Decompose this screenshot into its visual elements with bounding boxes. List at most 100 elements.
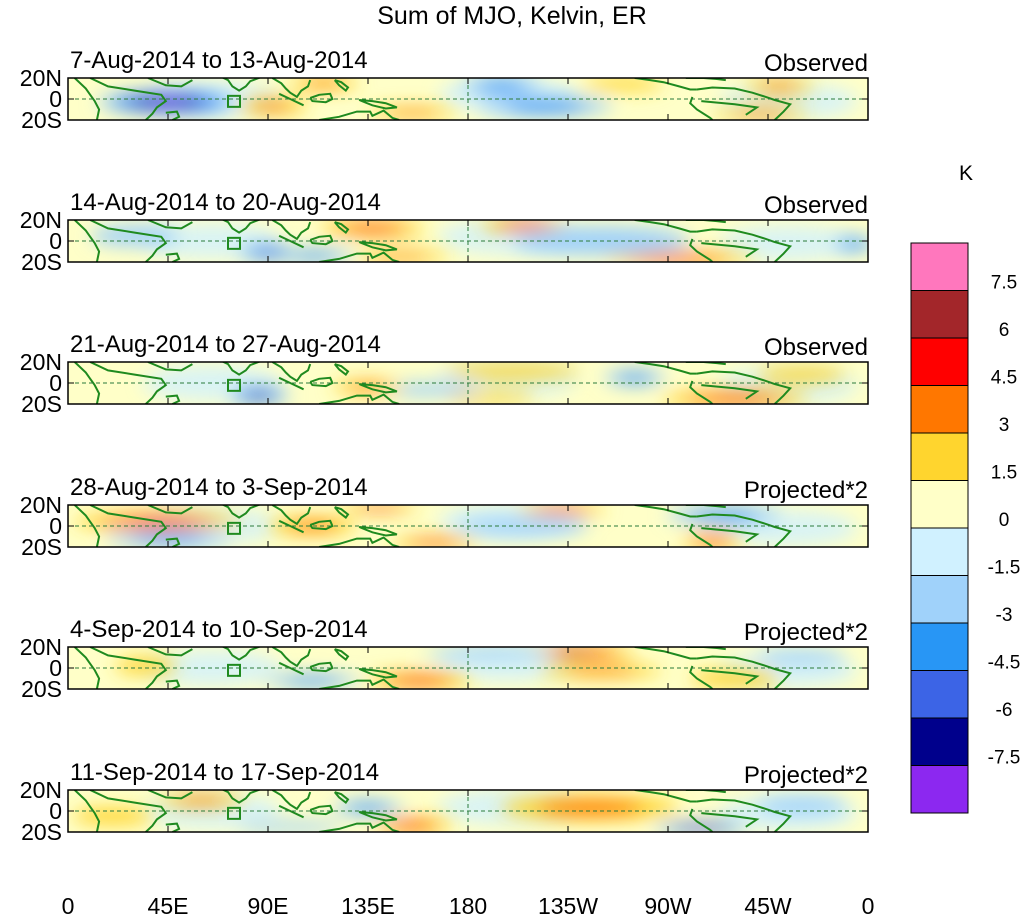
- coastline: [701, 100, 760, 116]
- coastline: [147, 790, 193, 800]
- y-tick-label: 0: [49, 86, 62, 112]
- coastline: [701, 669, 760, 685]
- coastline: [689, 96, 714, 120]
- colorbar-swatch: [910, 575, 969, 624]
- anomaly-blob: [583, 78, 664, 91]
- anomaly-blob: [114, 657, 177, 675]
- panel-date-range: 11-Sep-2014 to 17-Sep-2014: [70, 759, 379, 786]
- panel-status: Projected*2: [744, 619, 868, 646]
- x-axis: 0 45E 90E 135E 180 135W 90W 45W 0: [62, 893, 875, 919]
- coastline: [309, 804, 334, 816]
- x-tick-label: 45W: [744, 893, 792, 919]
- coastline: [689, 523, 714, 547]
- anomaly-blob: [285, 251, 340, 260]
- panel-date-range: 7-Aug-2014 to 13-Aug-2014: [70, 47, 368, 74]
- coastline: [318, 393, 400, 404]
- colorbar-swatch: [910, 290, 969, 339]
- anomaly-blob: [395, 822, 430, 829]
- panel-status: Observed: [764, 192, 868, 219]
- coastline: [358, 99, 398, 110]
- anomaly-blob: [505, 100, 586, 113]
- colorbar-level-label: -3: [996, 605, 1013, 626]
- anomaly-blob: [445, 364, 580, 379]
- anomaly-blob: [756, 797, 846, 815]
- coastline: [89, 647, 168, 689]
- coastline: [271, 362, 312, 383]
- x-tick-label: 45E: [148, 893, 189, 919]
- colorbar-swatch: [910, 527, 969, 576]
- coastline: [147, 78, 193, 88]
- anomaly-blob: [756, 651, 846, 664]
- coastline: [696, 513, 793, 547]
- colorbar-swatch: [910, 670, 969, 719]
- anomaly-blob: [415, 540, 454, 546]
- anomaly-blob: [148, 99, 188, 106]
- anomaly-blob: [302, 79, 345, 88]
- coastline: [689, 665, 714, 689]
- coastline: [74, 647, 101, 689]
- y-tick-label: 20N: [20, 777, 62, 803]
- coastline: [271, 78, 312, 99]
- coastline: [74, 220, 101, 262]
- anomaly-blob: [423, 648, 557, 659]
- coastline: [89, 790, 168, 832]
- coastline: [318, 536, 400, 547]
- anomaly-blob: [396, 677, 442, 684]
- colorbar-level-label: -1.5: [988, 558, 1021, 579]
- region-box: [227, 236, 241, 250]
- coastline: [74, 78, 101, 120]
- coastline: [634, 78, 697, 91]
- coastline: [271, 220, 312, 241]
- coastline: [318, 821, 400, 832]
- anomaly-blob: [385, 109, 440, 116]
- coastline: [689, 380, 714, 404]
- coastline: [333, 79, 350, 93]
- anomaly-blob: [254, 249, 282, 256]
- y-tick-label: 20N: [20, 65, 62, 91]
- map-field: [68, 505, 868, 547]
- map-field: [68, 78, 868, 120]
- coastline: [165, 252, 181, 262]
- region-box: [227, 94, 241, 108]
- y-tick-label: 20S: [21, 107, 62, 133]
- coastline: [147, 647, 193, 657]
- anomaly-blob: [346, 803, 390, 813]
- x-tick-label: 90E: [248, 893, 289, 919]
- coastline: [271, 505, 312, 526]
- coastline: [318, 678, 400, 689]
- colorbar: K 7.5 6 4.5 3 1.5 0 -1.5 -3 -4.5 -6 -7.5: [910, 162, 1021, 814]
- colorbar-swatch: [910, 432, 969, 481]
- coastline: [221, 220, 262, 234]
- coastline: [689, 238, 714, 262]
- coastline: [333, 221, 350, 235]
- y-tick-label: 20S: [21, 819, 62, 845]
- coastline: [309, 92, 334, 104]
- coastline: [165, 679, 181, 689]
- colorbar-level-label: 0: [999, 510, 1010, 531]
- coastline: [165, 394, 181, 404]
- coastline: [89, 220, 168, 262]
- coastline: [271, 647, 312, 668]
- coastline: [89, 505, 168, 547]
- coastline: [701, 527, 760, 543]
- x-tick-label: 0: [62, 893, 75, 919]
- coastline: [74, 362, 101, 404]
- coastline: [634, 220, 697, 233]
- coastline: [696, 798, 793, 832]
- y-tick-label: 20N: [20, 349, 62, 375]
- colorbar-swatch: [910, 385, 969, 434]
- anomaly-blob: [72, 807, 153, 825]
- colorbar-swatch: [910, 242, 969, 291]
- coastline: [358, 811, 398, 822]
- y-tick-label: 20S: [21, 676, 62, 702]
- coastline: [634, 647, 697, 660]
- y-tick-label: 20N: [20, 492, 62, 518]
- coastline: [147, 362, 193, 372]
- coastline: [358, 241, 398, 252]
- coastline: [634, 362, 697, 375]
- anomaly-blob: [564, 667, 639, 675]
